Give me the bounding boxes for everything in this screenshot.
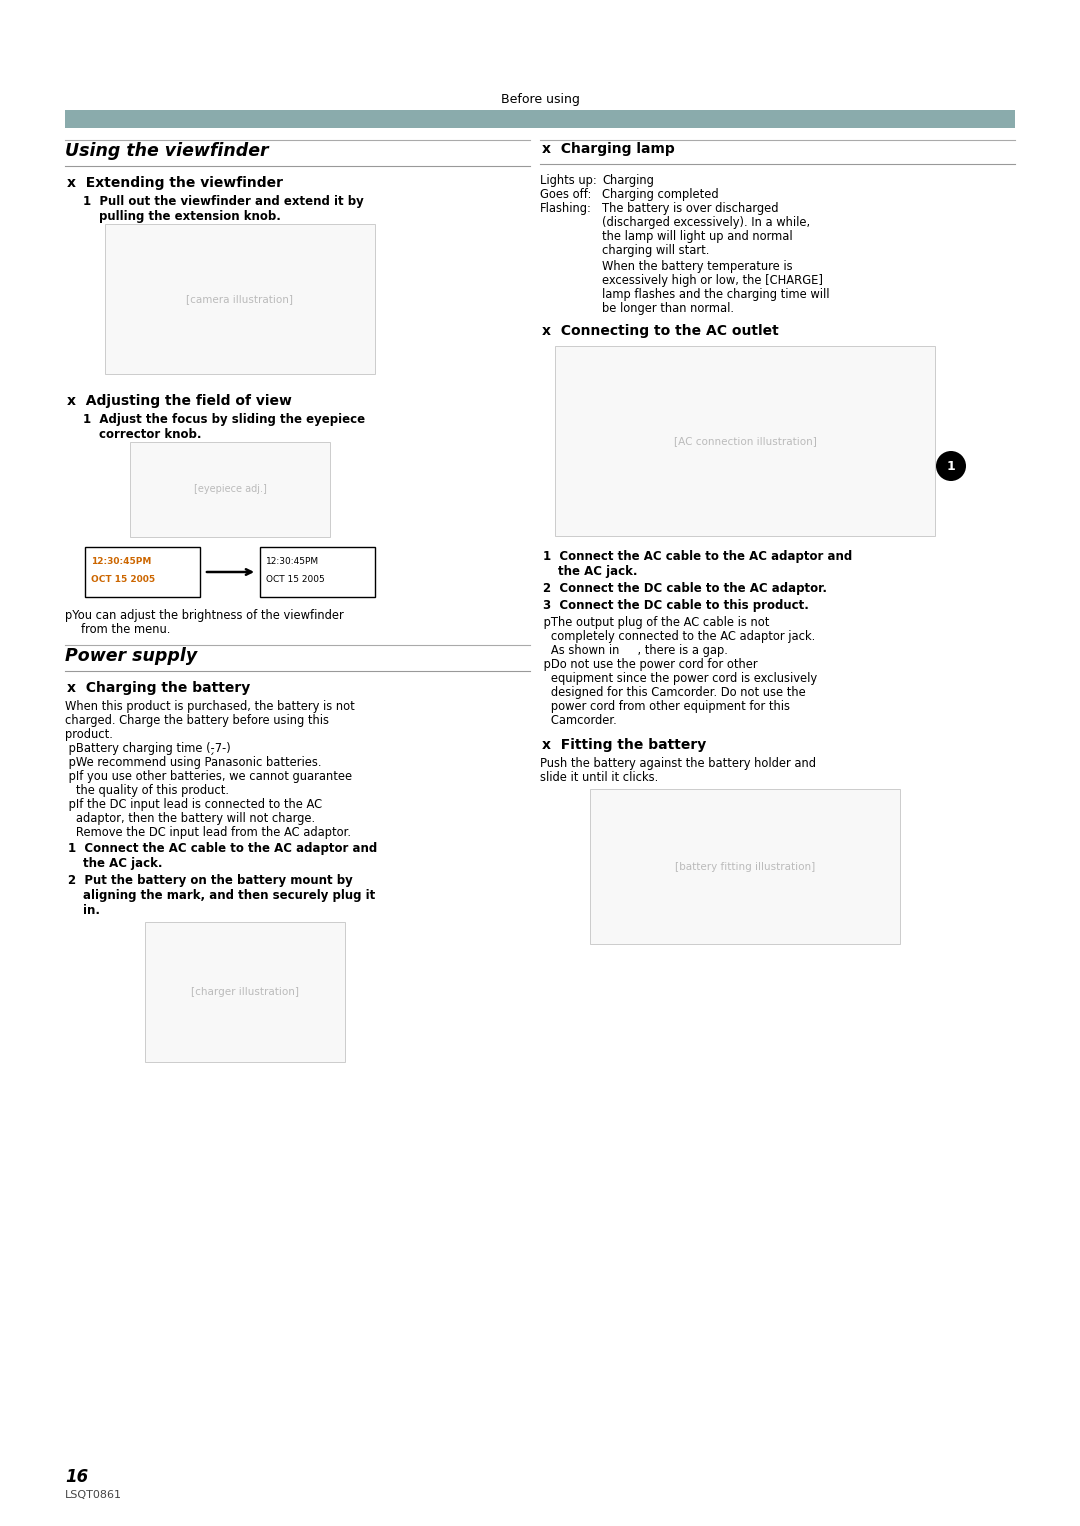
Text: 12:30:45PM: 12:30:45PM bbox=[91, 557, 151, 566]
Text: lamp flashes and the charging time will: lamp flashes and the charging time will bbox=[602, 288, 829, 301]
Text: the AC jack.: the AC jack. bbox=[83, 858, 162, 870]
Text: slide it until it clicks.: slide it until it clicks. bbox=[540, 771, 658, 784]
Text: Charging completed: Charging completed bbox=[602, 188, 718, 201]
Text: 3  Connect the DC cable to this product.: 3 Connect the DC cable to this product. bbox=[543, 600, 809, 612]
Text: from the menu.: from the menu. bbox=[81, 623, 171, 636]
Text: x  Connecting to the AC outlet: x Connecting to the AC outlet bbox=[542, 324, 779, 337]
Text: the AC jack.: the AC jack. bbox=[558, 565, 637, 578]
Text: product.: product. bbox=[65, 728, 113, 742]
Text: x  Adjusting the field of view: x Adjusting the field of view bbox=[67, 394, 292, 407]
Text: pIf you use other batteries, we cannot guarantee: pIf you use other batteries, we cannot g… bbox=[65, 771, 352, 783]
Text: 1  Connect the AC cable to the AC adaptor and: 1 Connect the AC cable to the AC adaptor… bbox=[543, 549, 852, 563]
Text: the lamp will light up and normal: the lamp will light up and normal bbox=[602, 230, 793, 243]
Text: the quality of this product.: the quality of this product. bbox=[65, 784, 229, 797]
Text: LSQT0861: LSQT0861 bbox=[65, 1489, 122, 1500]
Text: x  Charging lamp: x Charging lamp bbox=[542, 142, 675, 156]
Text: 1  Connect the AC cable to the AC adaptor and: 1 Connect the AC cable to the AC adaptor… bbox=[68, 842, 377, 855]
Text: excessively high or low, the [CHARGE]: excessively high or low, the [CHARGE] bbox=[602, 275, 823, 287]
Text: 2  Put the battery on the battery mount by: 2 Put the battery on the battery mount b… bbox=[68, 874, 353, 887]
Text: Push the battery against the battery holder and: Push the battery against the battery hol… bbox=[540, 757, 816, 771]
Text: adaptor, then the battery will not charge.: adaptor, then the battery will not charg… bbox=[65, 812, 315, 826]
Text: be longer than normal.: be longer than normal. bbox=[602, 302, 734, 314]
Text: x  Extending the viewfinder: x Extending the viewfinder bbox=[67, 175, 283, 191]
Text: pThe output plug of the AC cable is not: pThe output plug of the AC cable is not bbox=[540, 617, 769, 629]
Text: designed for this Camcorder. Do not use the: designed for this Camcorder. Do not use … bbox=[540, 687, 806, 699]
Text: OCT 15 2005: OCT 15 2005 bbox=[266, 575, 325, 584]
Text: Power supply: Power supply bbox=[65, 647, 198, 665]
Text: Using the viewfinder: Using the viewfinder bbox=[65, 142, 269, 160]
Text: 1: 1 bbox=[947, 459, 956, 473]
Text: Goes off:: Goes off: bbox=[540, 188, 592, 201]
Bar bbox=[145, 922, 345, 1062]
Text: power cord from other equipment for this: power cord from other equipment for this bbox=[540, 700, 789, 713]
Text: When this product is purchased, the battery is not: When this product is purchased, the batt… bbox=[65, 700, 354, 713]
Text: (discharged excessively). In a while,: (discharged excessively). In a while, bbox=[602, 217, 810, 229]
Text: [charger illustration]: [charger illustration] bbox=[191, 987, 299, 996]
Text: charging will start.: charging will start. bbox=[602, 244, 710, 256]
Circle shape bbox=[936, 452, 966, 481]
Text: 16: 16 bbox=[65, 1468, 89, 1486]
Text: 1  Adjust the focus by sliding the eyepiece: 1 Adjust the focus by sliding the eyepie… bbox=[83, 414, 365, 426]
Bar bbox=[65, 110, 1015, 128]
Text: pWe recommend using Panasonic batteries.: pWe recommend using Panasonic batteries. bbox=[65, 755, 322, 769]
Text: Remove the DC input lead from the AC adaptor.: Remove the DC input lead from the AC ada… bbox=[65, 826, 351, 839]
Text: As shown in     , there is a gap.: As shown in , there is a gap. bbox=[540, 644, 728, 658]
Text: pulling the extension knob.: pulling the extension knob. bbox=[99, 211, 281, 223]
Text: x  Fitting the battery: x Fitting the battery bbox=[542, 739, 706, 752]
Text: Camcorder.: Camcorder. bbox=[540, 714, 617, 726]
Text: When the battery temperature is: When the battery temperature is bbox=[602, 259, 793, 273]
Text: Charging: Charging bbox=[602, 174, 653, 188]
Text: [battery fitting illustration]: [battery fitting illustration] bbox=[675, 862, 815, 871]
Text: completely connected to the AC adaptor jack.: completely connected to the AC adaptor j… bbox=[540, 630, 815, 642]
Text: in.: in. bbox=[83, 903, 100, 917]
Bar bbox=[105, 224, 375, 374]
Text: OCT 15 2005: OCT 15 2005 bbox=[91, 575, 156, 584]
Bar bbox=[130, 443, 330, 537]
Bar bbox=[590, 789, 900, 945]
Text: Lights up:: Lights up: bbox=[540, 174, 597, 188]
Bar bbox=[85, 546, 200, 597]
Text: pYou can adjust the brightness of the viewfinder: pYou can adjust the brightness of the vi… bbox=[65, 609, 343, 623]
Text: Before using: Before using bbox=[500, 93, 580, 105]
Text: corrector knob.: corrector knob. bbox=[99, 427, 202, 441]
Text: 12:30:45PM: 12:30:45PM bbox=[266, 557, 319, 566]
Bar bbox=[555, 346, 935, 536]
Text: x  Charging the battery: x Charging the battery bbox=[67, 681, 251, 694]
Text: [camera illustration]: [camera illustration] bbox=[187, 295, 294, 304]
Text: pDo not use the power cord for other: pDo not use the power cord for other bbox=[540, 658, 758, 671]
Text: The battery is over discharged: The battery is over discharged bbox=[602, 201, 779, 215]
Text: Flashing:: Flashing: bbox=[540, 201, 592, 215]
Text: equipment since the power cord is exclusively: equipment since the power cord is exclus… bbox=[540, 671, 818, 685]
Text: charged. Charge the battery before using this: charged. Charge the battery before using… bbox=[65, 714, 329, 726]
Text: pIf the DC input lead is connected to the AC: pIf the DC input lead is connected to th… bbox=[65, 798, 322, 810]
Text: aligning the mark, and then securely plug it: aligning the mark, and then securely plu… bbox=[83, 890, 375, 902]
Text: 1  Pull out the viewfinder and extend it by: 1 Pull out the viewfinder and extend it … bbox=[83, 195, 364, 208]
Bar bbox=[260, 546, 375, 597]
Text: 2  Connect the DC cable to the AC adaptor.: 2 Connect the DC cable to the AC adaptor… bbox=[543, 581, 827, 595]
Text: [AC connection illustration]: [AC connection illustration] bbox=[674, 436, 816, 446]
Text: pBattery charging time (-̗7-): pBattery charging time (-̗7-) bbox=[65, 742, 231, 755]
Text: [eyepiece adj.]: [eyepiece adj.] bbox=[193, 484, 267, 494]
